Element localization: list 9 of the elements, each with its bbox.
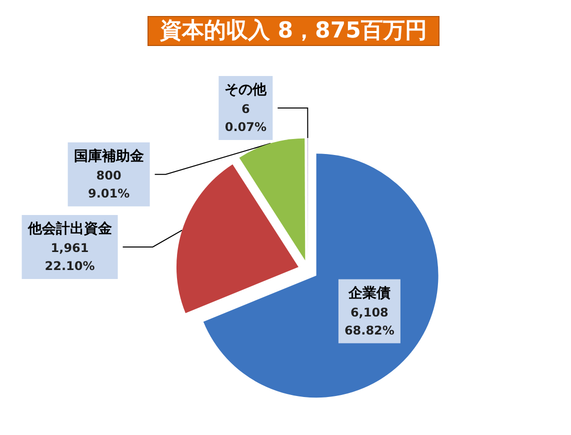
slice-label: 他会計出資金 bbox=[26, 220, 113, 237]
slice-label: 国庫補助金 bbox=[74, 147, 145, 164]
data-label: 6 0.07% bbox=[224, 102, 266, 134]
data-label: 800 9.01% bbox=[88, 168, 130, 200]
data-label: 1,961 22.10% bbox=[44, 240, 95, 273]
slice-label: その他 bbox=[224, 82, 268, 98]
data-label: 6,108 68.82% bbox=[344, 305, 394, 338]
slice-label: 企業債 bbox=[347, 285, 390, 302]
chart-title: 資本的収入 8，875百万円 bbox=[159, 18, 427, 44]
